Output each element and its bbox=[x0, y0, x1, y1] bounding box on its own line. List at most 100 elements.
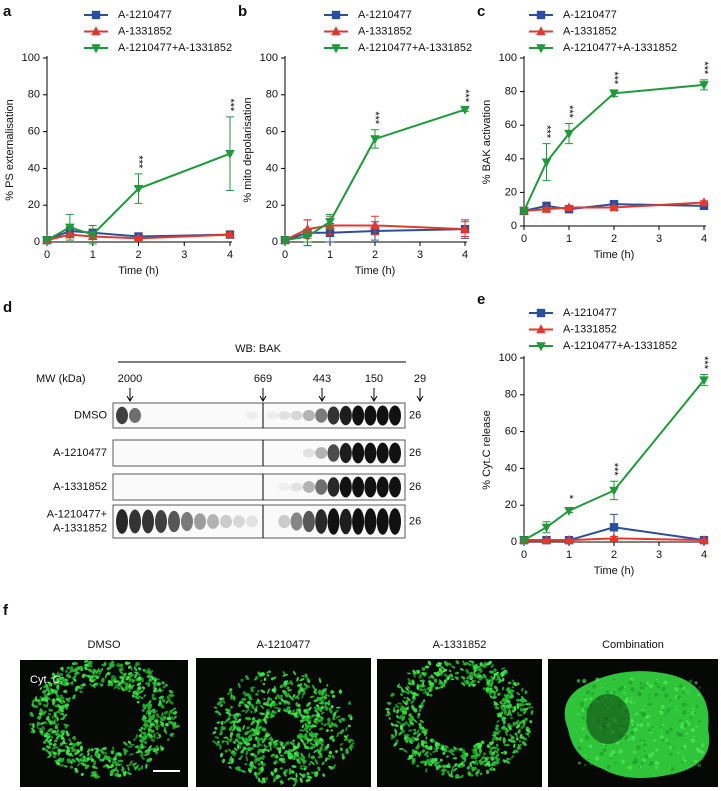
mitochondrion bbox=[300, 752, 305, 759]
mitochondrion bbox=[245, 746, 251, 751]
mitochondrion bbox=[52, 751, 58, 756]
mitochondrion bbox=[438, 679, 444, 684]
mitochondrion bbox=[423, 728, 428, 735]
mitochondrion bbox=[302, 715, 308, 719]
mitochondrion bbox=[250, 710, 253, 714]
mitochondrion bbox=[62, 700, 65, 704]
mitochondrion bbox=[111, 681, 114, 686]
mitochondrion bbox=[473, 744, 477, 750]
mitochondrion bbox=[316, 748, 319, 753]
texture bbox=[671, 706, 673, 709]
mitochondrion bbox=[465, 668, 470, 674]
texture bbox=[584, 763, 587, 767]
mitochondrion bbox=[87, 675, 93, 679]
mitochondrion bbox=[156, 723, 160, 728]
mitochondrion bbox=[49, 735, 54, 739]
legend-marker bbox=[91, 10, 101, 20]
mitochondrion bbox=[419, 679, 422, 683]
mitochondrion bbox=[403, 696, 406, 699]
micrograph bbox=[20, 659, 188, 787]
blot-band bbox=[246, 515, 258, 528]
marker bbox=[699, 197, 709, 207]
mitochondrion bbox=[161, 698, 166, 703]
mitochondrion bbox=[326, 684, 329, 687]
mitochondrion bbox=[98, 753, 101, 759]
texture bbox=[646, 703, 649, 706]
mitochondrion bbox=[101, 677, 105, 683]
texture bbox=[584, 708, 587, 712]
mitochondrion bbox=[143, 740, 148, 745]
mitochondrion bbox=[36, 723, 40, 727]
mitochondrion bbox=[299, 686, 305, 691]
mitochondrion bbox=[493, 668, 497, 672]
mitochondrion bbox=[29, 723, 32, 726]
mitochondrion bbox=[496, 719, 500, 723]
mitochondrion bbox=[47, 738, 53, 743]
significance: *** bbox=[698, 61, 710, 75]
mitochondrion bbox=[296, 676, 299, 682]
texture bbox=[581, 705, 584, 707]
texture bbox=[604, 744, 607, 748]
mitochondrion bbox=[256, 720, 260, 726]
mitochondrion bbox=[137, 767, 141, 771]
mitochondrion bbox=[119, 670, 124, 675]
texture bbox=[618, 687, 623, 692]
y-tick-label: 20 bbox=[505, 186, 517, 198]
mitochondrion bbox=[80, 772, 84, 777]
texture bbox=[694, 725, 698, 728]
mitochondrion bbox=[52, 682, 58, 685]
texture bbox=[667, 708, 671, 711]
y-tick-label: 60 bbox=[505, 426, 517, 438]
mitochondrion bbox=[286, 686, 290, 690]
mitochondrion bbox=[505, 693, 511, 698]
mitochondrion bbox=[486, 761, 491, 767]
mitochondrion bbox=[451, 665, 456, 669]
mitochondrion bbox=[123, 749, 127, 756]
mitochondrion bbox=[72, 743, 77, 747]
mitochondrion bbox=[310, 771, 315, 775]
mitochondrion bbox=[87, 752, 90, 757]
mitochondrion bbox=[61, 732, 64, 739]
mitochondrion bbox=[349, 745, 353, 752]
mitochondrion bbox=[330, 690, 335, 694]
mitochondrion bbox=[40, 733, 45, 736]
mitochondrion bbox=[530, 709, 534, 716]
mitochondrion bbox=[395, 710, 399, 714]
mitochondrion bbox=[140, 752, 144, 759]
texture bbox=[630, 718, 634, 723]
marker bbox=[699, 81, 709, 91]
mitochondrion bbox=[62, 740, 66, 745]
mitochondrion bbox=[329, 735, 334, 740]
x-axis-label: Time (h) bbox=[355, 265, 396, 277]
dim-region bbox=[586, 694, 630, 744]
mitochondrion bbox=[81, 674, 85, 679]
mw-marker: 150 bbox=[365, 373, 383, 385]
mitochondrion bbox=[74, 667, 79, 671]
mitochondrion bbox=[279, 741, 284, 744]
mitochondrion bbox=[421, 749, 426, 753]
mitochondrion bbox=[246, 726, 250, 730]
mitochondrion bbox=[400, 729, 405, 734]
micrograph bbox=[548, 659, 718, 787]
mitochondrion bbox=[511, 709, 515, 713]
mitochondrion bbox=[390, 735, 396, 740]
mitochondrion bbox=[464, 756, 467, 762]
mitochondrion bbox=[153, 732, 156, 739]
x-tick-label: 0 bbox=[521, 549, 527, 561]
texture bbox=[634, 712, 638, 716]
mitochondrion bbox=[102, 747, 107, 751]
texture bbox=[686, 689, 690, 694]
mitochondrion bbox=[512, 739, 516, 744]
texture bbox=[648, 697, 650, 699]
texture bbox=[639, 685, 645, 691]
mitochondrion bbox=[462, 660, 465, 664]
mitochondrion bbox=[240, 769, 246, 773]
significance: *** bbox=[224, 98, 236, 112]
mitochondrion bbox=[416, 729, 420, 735]
mitochondrion bbox=[244, 703, 249, 708]
significance: *** bbox=[133, 155, 145, 169]
y-tick-label: 60 bbox=[505, 119, 517, 131]
mitochondrion bbox=[168, 720, 172, 724]
mitochondrion bbox=[268, 670, 271, 673]
mitochondrion bbox=[520, 703, 526, 707]
